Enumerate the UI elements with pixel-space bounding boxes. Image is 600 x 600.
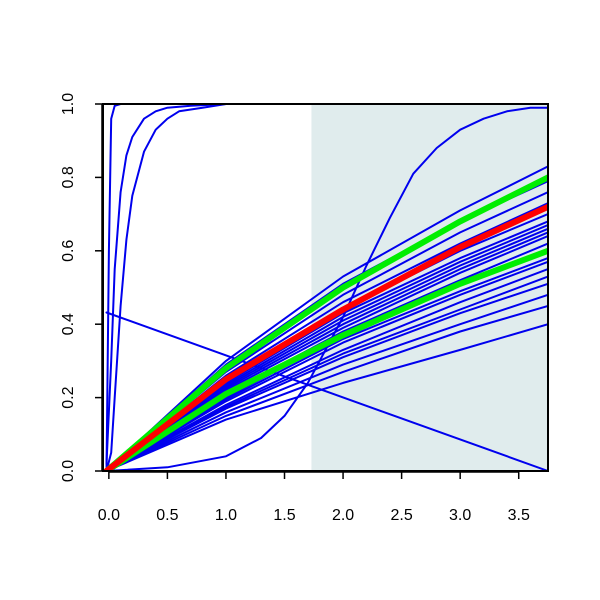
y-tick-label-5: 1.0: [60, 93, 77, 115]
series-line-27: [103, 203, 548, 471]
y-tick-label-1: 0.2: [60, 386, 77, 408]
x-tick-label-5: 2.5: [390, 507, 412, 524]
series-line-17: [105, 257, 548, 471]
x-axis: 0.0 0.5 1.0 1.5 2.0 2.5 3.0 3.5: [98, 471, 530, 524]
y-tick-label-2: 0.4: [60, 313, 77, 335]
series-line-21: [105, 282, 548, 471]
series-line-4: [105, 106, 548, 471]
x-tick-label-4: 2.0: [332, 507, 354, 524]
series-line-22: [105, 293, 548, 471]
x-tick-label-3: 1.5: [273, 507, 295, 524]
series-line-20: [105, 275, 548, 471]
x-tick-label-7: 3.5: [508, 507, 530, 524]
series-line-1: [105, 104, 548, 465]
series-line-3: [105, 311, 548, 471]
y-tick-label-4: 0.8: [60, 166, 77, 188]
series-layer: [103, 104, 548, 471]
x-tick-label-6: 3.0: [449, 507, 471, 524]
series-line-24: [105, 323, 548, 471]
plot-frame: [102, 103, 549, 472]
series-line-19: [105, 268, 548, 471]
series-line-5: [105, 165, 548, 471]
x-tick-label-0: 0.0: [98, 507, 120, 524]
series-line-23: [105, 304, 548, 471]
series-line-26: [103, 247, 548, 471]
series-line-18: [105, 260, 548, 471]
series-line-25: [103, 174, 548, 471]
x-tick-label-2: 1.0: [215, 507, 237, 524]
y-axis: 0.0 0.2 0.4 0.6 0.8 1.0: [60, 93, 103, 482]
y-tick-label-3: 0.6: [60, 240, 77, 262]
y-tick-label-0: 0.0: [60, 460, 77, 482]
x-tick-label-1: 0.5: [156, 507, 178, 524]
series-line-13: [105, 231, 548, 471]
